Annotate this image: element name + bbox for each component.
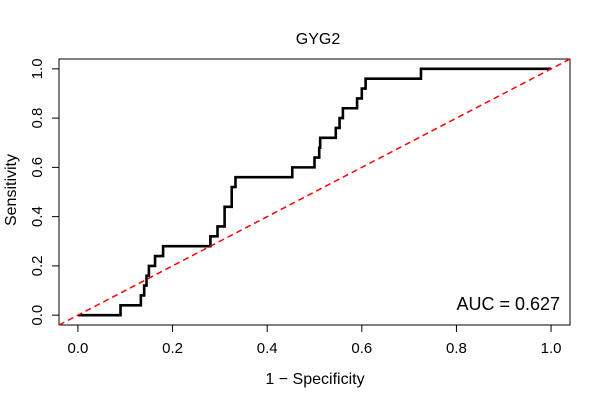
x-tick-label: 0.0 (67, 340, 88, 357)
y-axis: 0.0 0.2 0.4 0.6 0.8 1.0 (29, 58, 60, 326)
auc-annotation: AUC = 0.627 (456, 294, 560, 314)
plot-frame (58, 58, 571, 326)
reference-diagonal-line (58, 58, 571, 326)
roc-curve (77, 67, 552, 317)
x-tick-label: 1.0 (541, 340, 562, 357)
x-tick-label: 0.6 (351, 340, 372, 357)
y-tick-label: 0.6 (29, 157, 46, 178)
chart-title: GYG2 (296, 31, 341, 48)
x-axis: 0.0 0.2 0.4 0.6 0.8 1.0 (67, 324, 562, 357)
y-tick-label: 0.4 (29, 206, 46, 227)
series-layer (58, 58, 571, 326)
x-axis-label: 1 − Specificity (265, 371, 364, 388)
y-tick-label: 0.2 (29, 255, 46, 276)
y-tick-label: 0.8 (29, 108, 46, 129)
y-axis-label: Sensitivity (3, 154, 20, 226)
x-tick-label: 0.4 (257, 340, 278, 357)
x-tick-label: 0.2 (162, 340, 183, 357)
x-tick-label: 0.8 (446, 340, 467, 357)
y-tick-label: 0.0 (29, 305, 46, 326)
y-tick-label: 1.0 (29, 58, 46, 79)
